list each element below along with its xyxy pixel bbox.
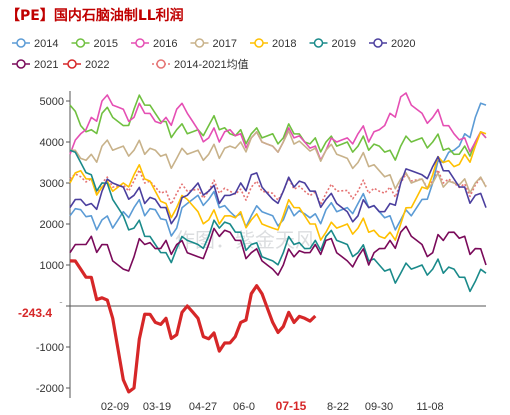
series-line-2018 (69, 131, 487, 241)
legend: 2014 2015 2016 2017 2018 2019 2020 2021 2022 2014… (12, 38, 415, 71)
legend-label: 2020 (391, 38, 415, 50)
x-axis: 02-09 03-19 04-27 06-0 07-15 8-22 09-30 11-08 (101, 399, 444, 413)
legend-item-2022[interactable]: 2022 (63, 59, 109, 71)
series-line-2019 (69, 149, 487, 293)
x-tick-label: 04-27 (189, 401, 217, 413)
legend-item-2014[interactable]: 2014 (12, 38, 58, 50)
series-line-2021 (69, 225, 487, 276)
y-axis: 500040003000200010000-1000-2000 (36, 96, 70, 395)
y-tick-label: -2000 (36, 383, 64, 395)
x-tick-label: 03-19 (143, 401, 171, 413)
legend-item-2017[interactable]: 2017 (190, 38, 237, 50)
y-tick-label: 2000 (40, 219, 64, 231)
legend-item-2018[interactable]: 2018 (250, 38, 296, 50)
x-tick-label: 06-0 (233, 401, 255, 413)
legend-item-2021[interactable]: 2021 (12, 59, 58, 71)
legend-label: 2017 (213, 38, 237, 50)
legend-label: 2019 (332, 38, 356, 50)
legend-item-2014-2021均值[interactable]: 2014-2021均值 (152, 58, 249, 71)
current-value-box (14, 303, 66, 320)
y-tick-label: -1000 (36, 342, 64, 354)
series-line-2022 (69, 259, 317, 394)
x-tick-label: 09-30 (365, 401, 393, 413)
legend-item-2019[interactable]: 2019 (309, 38, 356, 50)
series-line-2016 (69, 92, 487, 161)
legend-label: 2015 (94, 38, 118, 50)
series-line-2017 (69, 130, 487, 194)
legend-label: 2014 (34, 38, 58, 50)
legend-label: 2022 (85, 59, 109, 71)
y-tick-label: 5000 (40, 96, 64, 108)
series-line-2020 (69, 155, 487, 225)
legend-label: 2014-2021均值 (174, 58, 249, 71)
legend-label: 2018 (272, 38, 296, 50)
y-tick-label: 3000 (40, 178, 64, 190)
current-value-label: -243.4 (18, 306, 52, 320)
legend-label: 2021 (34, 59, 58, 71)
x-tick-label: 8-22 (327, 401, 349, 413)
legend-item-2016[interactable]: 2016 (131, 38, 177, 50)
legend-label: 2016 (153, 38, 177, 50)
series-group (69, 92, 487, 394)
series-line-2014 (69, 102, 487, 237)
y-tick-label: 1000 (40, 260, 64, 272)
x-tick-label-current: 07-15 (276, 399, 307, 413)
x-tick-label: 11-08 (416, 401, 443, 413)
chart-title: 【PE】国内石脑油制LL利润 (6, 7, 184, 24)
x-tick-label: 02-09 (101, 401, 129, 413)
legend-item-2015[interactable]: 2015 (71, 38, 118, 50)
series-line-2015 (69, 94, 487, 161)
y-tick-label: 4000 (40, 137, 64, 149)
legend-item-2020[interactable]: 2020 (369, 38, 415, 50)
